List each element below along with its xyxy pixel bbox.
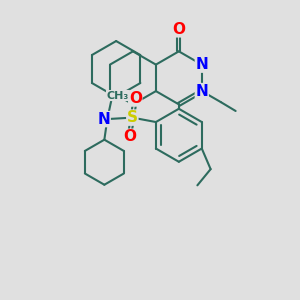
Text: CH₃: CH₃ [106,91,129,100]
Text: O: O [129,91,142,106]
Text: O: O [172,22,185,37]
Text: S: S [127,110,138,125]
Text: N: N [195,84,208,99]
Text: O: O [123,129,136,144]
Text: N: N [195,57,208,72]
Text: N: N [98,112,110,127]
